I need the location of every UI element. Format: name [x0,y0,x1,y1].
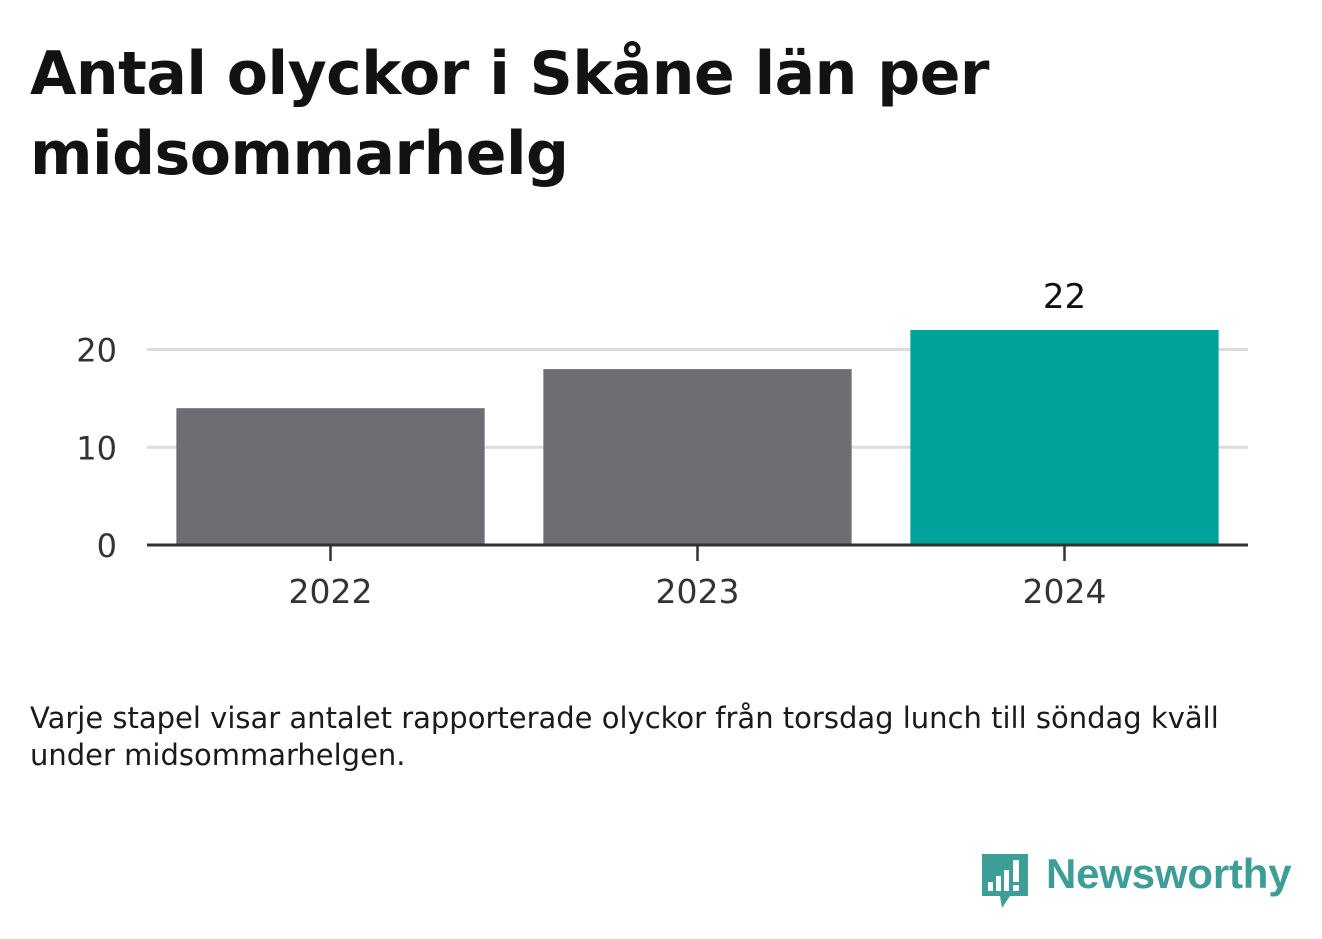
x-axis: 2022 2023 2024 [147,543,1248,611]
data-labels: 22 [1043,277,1086,317]
y-tick-label: 20 [76,332,117,370]
x-tick-label: 2023 [656,572,740,611]
newsworthy-logo: Newsworthy [980,848,1300,912]
newsworthy-chart-bubble-icon [982,854,1028,908]
brand-name: Newsworthy [1046,850,1292,897]
x-tick-label: 2024 [1023,572,1107,611]
bars [176,330,1219,545]
bar-2023 [543,369,852,545]
x-tick-label: 2022 [289,572,373,611]
y-axis-ticks: 0 10 20 [76,332,117,565]
data-label-2024: 22 [1043,277,1086,317]
bar-2022 [176,408,485,545]
chart-title: Antal olyckor i Skåne län per midsommarh… [30,39,989,189]
bar-2024 [910,330,1219,545]
y-tick-label: 0 [97,527,117,565]
chart-caption: Varje stapel visar antalet rapporterade … [30,701,1219,772]
y-tick-label: 10 [76,429,117,467]
